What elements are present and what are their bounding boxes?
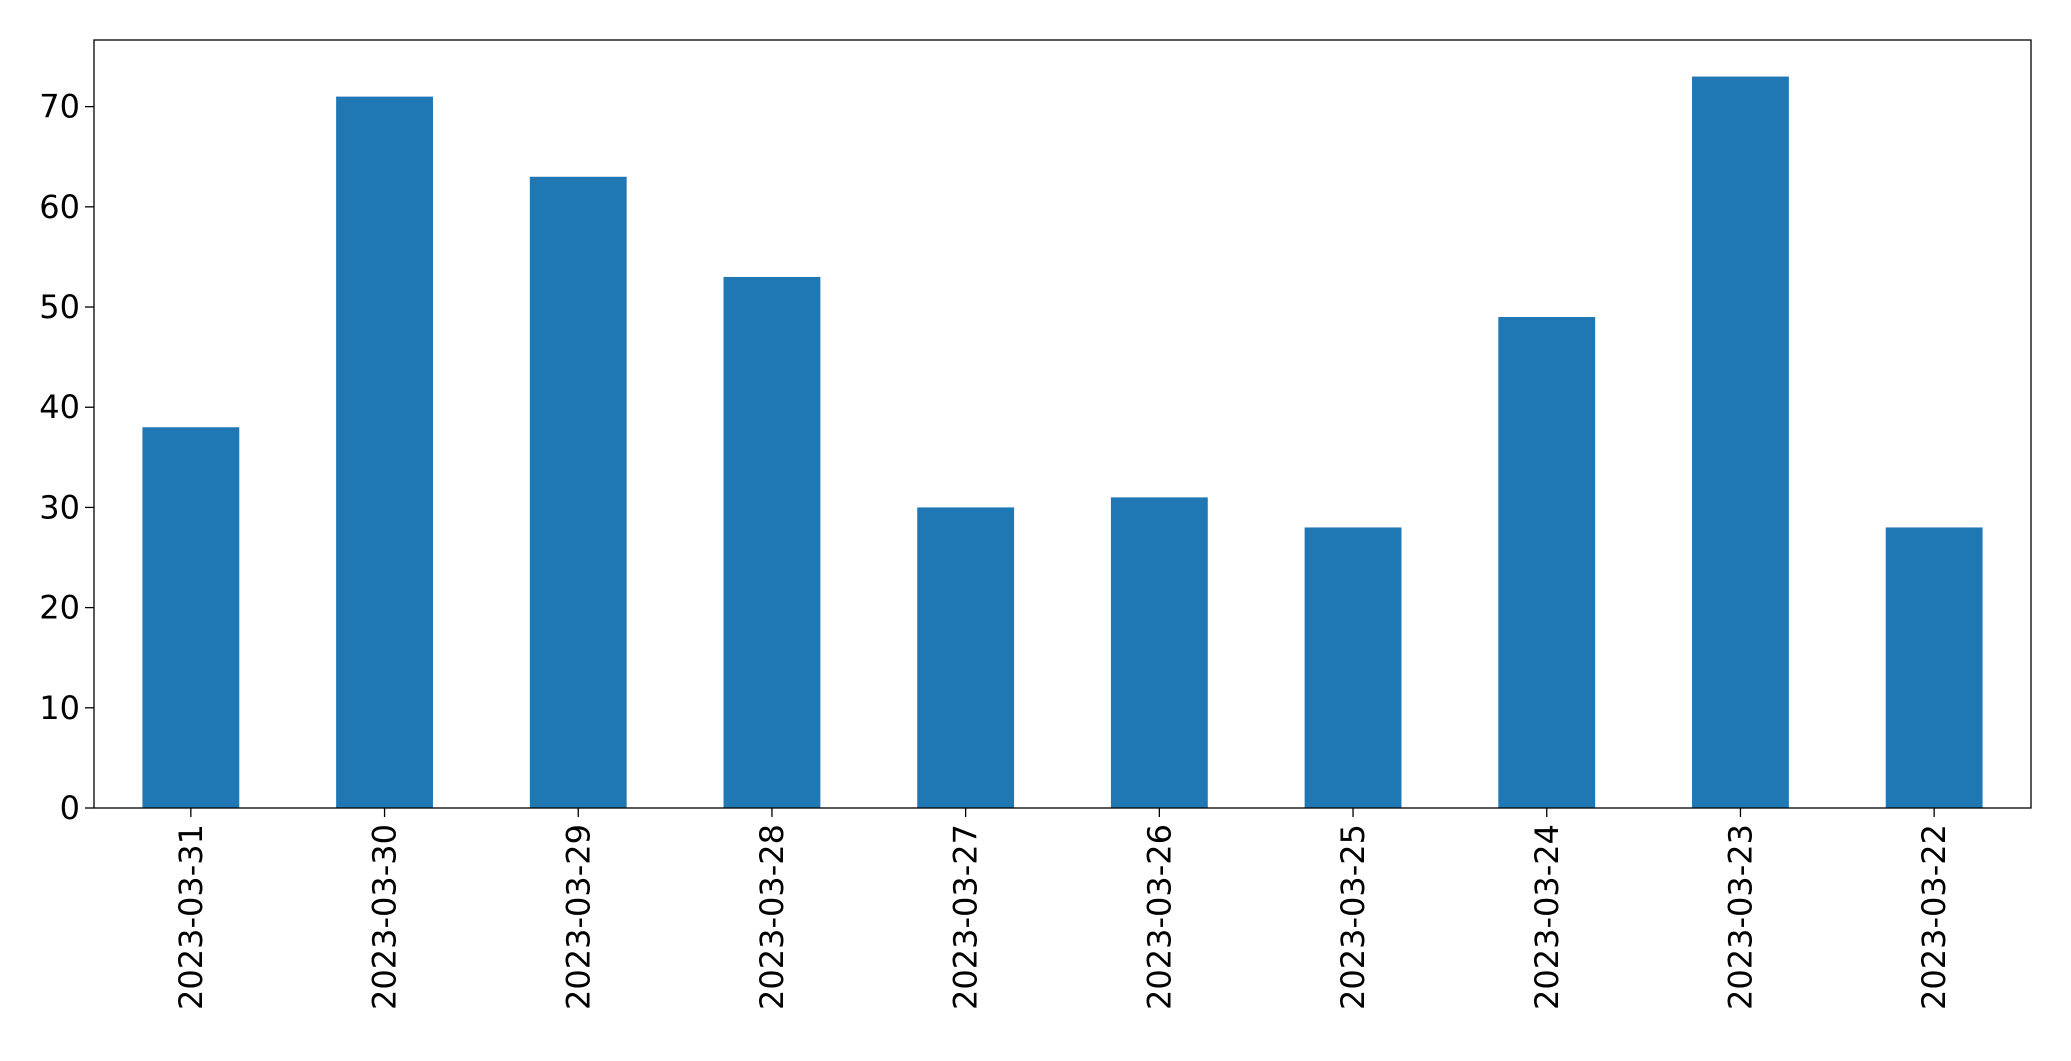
y-tick-label: 40 <box>39 388 80 426</box>
y-tick-label: 70 <box>39 88 80 126</box>
bar <box>1692 76 1789 809</box>
bar <box>142 427 240 808</box>
bar <box>917 507 1015 808</box>
x-tick-label: 2023-03-28 <box>753 824 791 1010</box>
y-tick-label: 60 <box>39 188 80 226</box>
bar <box>529 176 627 809</box>
x-tick-label: 2023-03-24 <box>1528 824 1566 1010</box>
y-tick-label: 10 <box>39 689 80 727</box>
y-tick-label: 30 <box>39 488 80 526</box>
x-tick-label: 2023-03-29 <box>559 824 597 1010</box>
x-tick-label: 2023-03-31 <box>172 824 210 1010</box>
bar <box>1498 317 1596 808</box>
y-tick-label: 0 <box>60 789 80 827</box>
y-tick-label: 20 <box>39 589 80 627</box>
bar <box>723 276 821 808</box>
axes-frame <box>93 39 2032 809</box>
x-tick-label: 2023-03-26 <box>1140 824 1178 1010</box>
x-tick-label: 2023-03-23 <box>1721 824 1759 1010</box>
x-tick-label: 2023-03-27 <box>947 824 985 1010</box>
y-tick-label: 50 <box>39 288 80 326</box>
bar <box>1304 527 1402 808</box>
bar <box>1885 527 1983 808</box>
x-tick-label: 2023-03-30 <box>366 824 404 1010</box>
x-tick-label: 2023-03-25 <box>1334 824 1372 1010</box>
bar <box>1110 497 1208 808</box>
x-tick-label: 2023-03-22 <box>1915 824 1953 1010</box>
bar <box>336 96 433 808</box>
